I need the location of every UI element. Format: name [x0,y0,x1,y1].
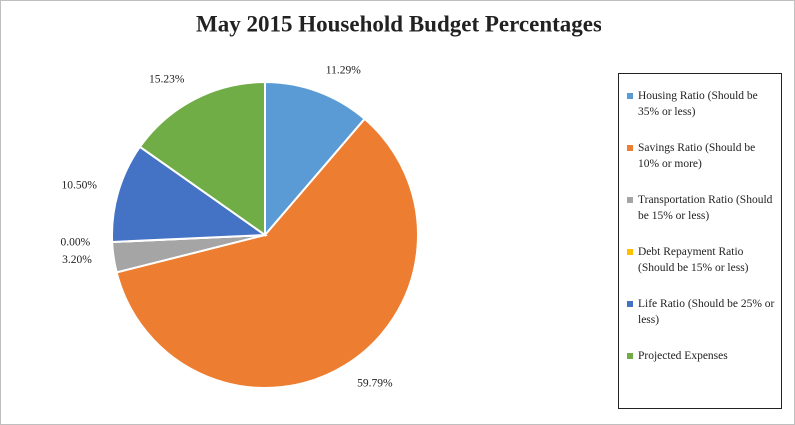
data-label: 10.50% [62,180,98,192]
legend-label: Life Ratio (Should be 25% or less) [638,298,775,326]
legend-swatch [627,249,633,255]
legend-label: Projected Expenses [638,350,728,362]
legend-swatch [627,353,633,359]
data-label: 15.23% [149,73,185,85]
legend-item: Housing Ratio (Should be 35% or less) [627,88,777,140]
legend-item: Savings Ratio (Should be 10% or more) [627,140,777,192]
data-label: 3.20% [62,254,92,266]
legend-item: Transportation Ratio (Should be 15% or l… [627,192,777,244]
legend-item: Debt Repayment Ratio (Should be 15% or l… [627,244,777,296]
legend: Housing Ratio (Should be 35% or less) Sav… [618,73,782,409]
legend-label: Transportation Ratio (Should be 15% or l… [638,194,773,222]
legend-label: Housing Ratio (Should be 35% or less) [638,90,758,118]
chart-title: May 2015 Household Budget Percentages [196,11,601,36]
legend-label: Debt Repayment Ratio (Should be 15% or l… [638,246,749,274]
legend-item: Life Ratio (Should be 25% or less) [627,296,777,348]
legend-label: Savings Ratio (Should be 10% or more) [638,142,756,170]
pie-slice [264,80,367,238]
data-label: 11.29% [326,65,361,77]
pie-slice [111,145,268,244]
pie-slice [115,117,419,389]
legend-swatch [627,301,633,307]
chart: May 2015 Household Budget Percentages 11… [60,11,601,389]
data-label: 59.79% [357,377,393,389]
data-label: 0.00% [60,237,90,249]
legend-item: Projected Expenses [627,348,777,400]
legend-swatch [627,145,633,151]
pie-slice [138,80,266,237]
legend-swatch [627,93,633,99]
legend-swatch [627,197,633,203]
